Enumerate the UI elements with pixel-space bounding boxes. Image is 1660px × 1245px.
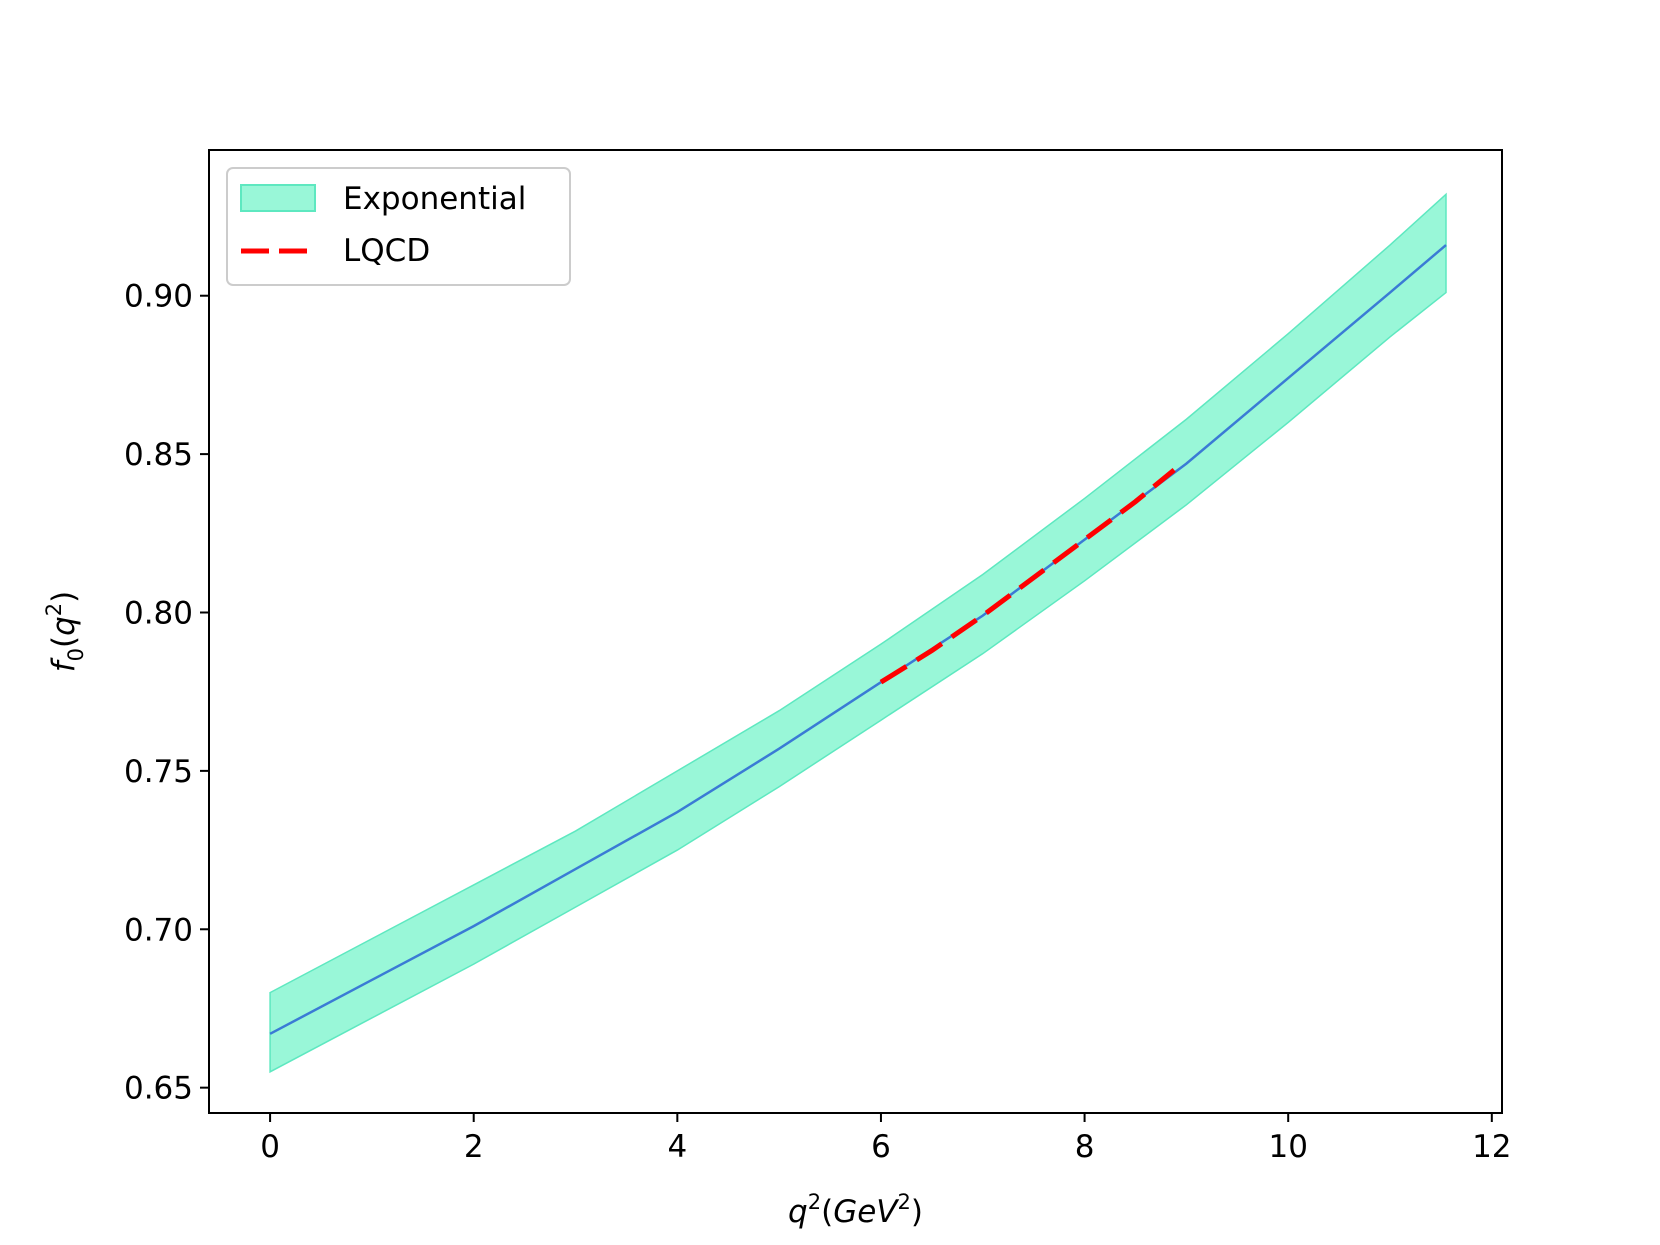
series-line-lqcd [879,468,1176,685]
y-axis-label: f0(q2) [42,591,88,673]
x-tick-label: 6 [871,1129,891,1165]
axes-frame [208,149,1503,1114]
y-tick-label: 0.75 [124,754,193,790]
y-tick-label: 0.70 [124,912,193,948]
x-tick-label: 4 [667,1129,687,1165]
y-tick-label: 0.65 [124,1071,193,1107]
x-tick-label: 0 [260,1129,280,1165]
x-axis: 0 2 4 6 8 10 12 [260,1113,1512,1165]
legend: Exponential LQCD [226,167,571,286]
x-tick-label: 8 [1075,1129,1095,1165]
x-tick-label: 2 [464,1129,484,1165]
legend-swatch-exponential [240,184,316,212]
plot-area [269,192,1447,1074]
legend-label-lqcd: LQCD [343,233,430,269]
y-tick-label: 0.80 [124,595,193,631]
band-exponential [269,192,1447,1074]
x-axis-label: q2(GeV2) [788,1190,923,1230]
legend-label-exponential: Exponential [343,181,526,217]
y-tick-label: 0.90 [124,279,193,315]
y-tick-label: 0.85 [124,437,193,473]
x-tick-label: 12 [1472,1129,1511,1165]
y-axis: 0.65 0.70 0.75 0.80 0.85 0.90 [124,279,209,1107]
x-tick-label: 10 [1268,1129,1307,1165]
